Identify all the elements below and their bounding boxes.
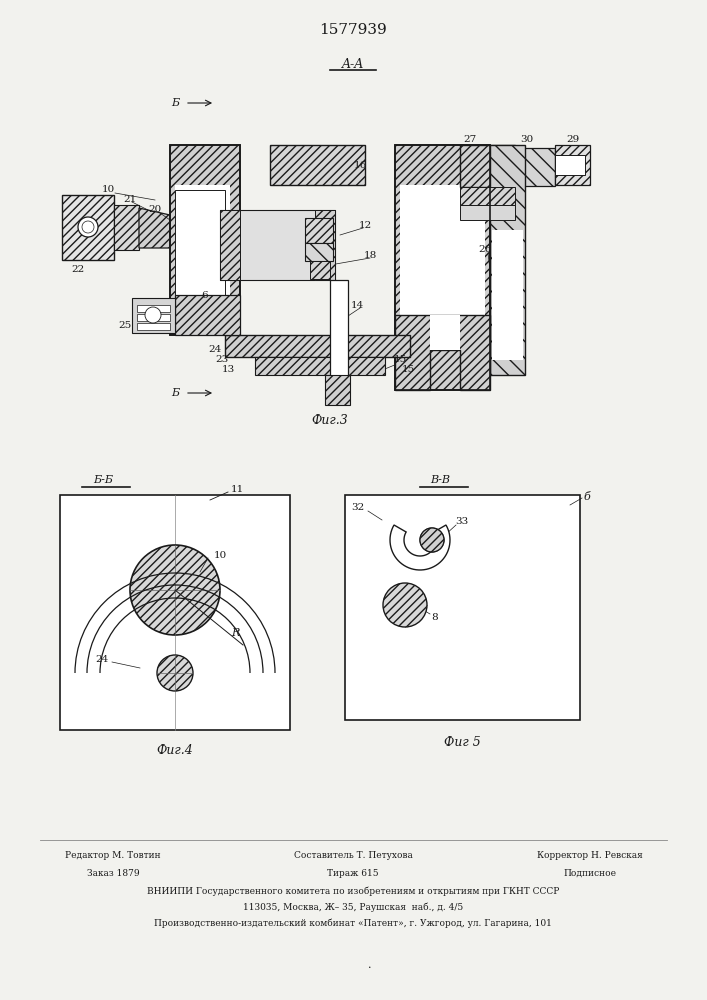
Text: 1577939: 1577939 <box>319 23 387 37</box>
Text: 15: 15 <box>393 356 407 364</box>
Bar <box>255 357 385 375</box>
Text: 27: 27 <box>463 135 477 144</box>
Text: 21: 21 <box>124 196 136 205</box>
Polygon shape <box>395 145 490 390</box>
Polygon shape <box>220 210 240 280</box>
Text: Фиг.4: Фиг.4 <box>157 744 194 756</box>
Text: 6: 6 <box>201 290 209 300</box>
Text: 12: 12 <box>358 221 372 230</box>
Bar <box>170 145 240 335</box>
Text: 18: 18 <box>363 250 377 259</box>
Bar <box>137 314 170 321</box>
Text: 26: 26 <box>479 245 491 254</box>
Bar <box>305 243 333 261</box>
Text: 25: 25 <box>118 320 132 330</box>
Text: б: б <box>583 492 590 502</box>
Text: R: R <box>230 628 239 638</box>
Text: 11: 11 <box>230 486 244 494</box>
Text: ВНИИПИ Государственного комитета по изобретениям и открытиям при ГКНТ СССР: ВНИИПИ Государственного комитета по изоб… <box>147 886 559 896</box>
Bar <box>330 280 348 395</box>
Bar <box>490 145 525 375</box>
Text: Корректор Н. Ревская: Корректор Н. Ревская <box>537 850 643 859</box>
Text: Производственно-издательский комбинат «Патент», г. Ужгород, ул. Гагарина, 101: Производственно-издательский комбинат «П… <box>154 918 552 928</box>
Bar <box>460 145 515 187</box>
Text: Б: Б <box>171 388 179 398</box>
Bar <box>395 145 490 390</box>
Text: 23: 23 <box>216 356 228 364</box>
Bar <box>310 261 330 279</box>
Text: 24: 24 <box>209 346 221 355</box>
Text: 32: 32 <box>351 504 365 512</box>
Bar <box>325 375 350 405</box>
Text: A-A: A-A <box>342 58 364 72</box>
Circle shape <box>383 583 427 627</box>
Text: 10: 10 <box>214 550 227 560</box>
Polygon shape <box>390 525 450 570</box>
Text: В-В: В-В <box>430 475 450 485</box>
Bar <box>114 205 139 250</box>
Bar <box>137 305 170 312</box>
Polygon shape <box>139 208 170 248</box>
Bar <box>175 185 230 305</box>
Text: 14: 14 <box>351 300 363 310</box>
Bar <box>305 218 333 243</box>
Bar <box>137 323 170 330</box>
Text: .: . <box>368 960 372 970</box>
Bar <box>220 210 335 280</box>
Text: Составитель Т. Петухова: Составитель Т. Петухова <box>293 850 412 859</box>
Text: Заказ 1879: Заказ 1879 <box>87 868 139 878</box>
Bar <box>430 315 460 350</box>
Bar <box>400 185 485 315</box>
Bar <box>460 187 515 205</box>
Circle shape <box>78 217 98 237</box>
Bar <box>555 155 585 175</box>
Polygon shape <box>315 210 335 280</box>
Polygon shape <box>395 315 490 390</box>
Bar <box>175 295 240 335</box>
Circle shape <box>82 221 94 233</box>
Text: 22: 22 <box>71 265 85 274</box>
Polygon shape <box>170 145 240 335</box>
Text: 15: 15 <box>402 365 414 374</box>
Bar <box>460 205 515 220</box>
Text: Б-Б: Б-Б <box>93 475 113 485</box>
Circle shape <box>420 528 444 552</box>
Bar <box>225 335 410 357</box>
Text: 16: 16 <box>354 160 367 169</box>
Circle shape <box>157 655 193 691</box>
Bar <box>345 495 580 720</box>
Text: Редактор М. Товтин: Редактор М. Товтин <box>65 850 160 859</box>
Circle shape <box>145 307 161 323</box>
Text: Фиг 5: Фиг 5 <box>443 736 480 748</box>
Bar <box>175 190 225 300</box>
Bar <box>492 230 523 360</box>
Text: 24: 24 <box>95 656 109 664</box>
Circle shape <box>420 528 444 552</box>
Bar <box>515 148 555 186</box>
Text: 8: 8 <box>432 613 438 622</box>
Text: 33: 33 <box>455 518 469 526</box>
Circle shape <box>130 545 220 635</box>
Text: Фиг.3: Фиг.3 <box>312 414 349 426</box>
Bar <box>270 145 365 185</box>
Text: 13: 13 <box>221 365 235 374</box>
Text: Б: Б <box>171 98 179 108</box>
Bar <box>132 298 175 333</box>
Text: 113035, Москва, Ж– 35, Раушская  наб., д. 4/5: 113035, Москва, Ж– 35, Раушская наб., д.… <box>243 902 463 912</box>
Text: 29: 29 <box>566 135 580 144</box>
Bar <box>62 195 114 260</box>
Text: 30: 30 <box>520 135 534 144</box>
Bar <box>555 145 590 185</box>
Text: 20: 20 <box>148 206 162 215</box>
Text: 10: 10 <box>101 186 115 194</box>
Text: Подписное: Подписное <box>563 868 617 878</box>
Text: Тираж 615: Тираж 615 <box>327 868 379 878</box>
Bar <box>60 495 290 730</box>
